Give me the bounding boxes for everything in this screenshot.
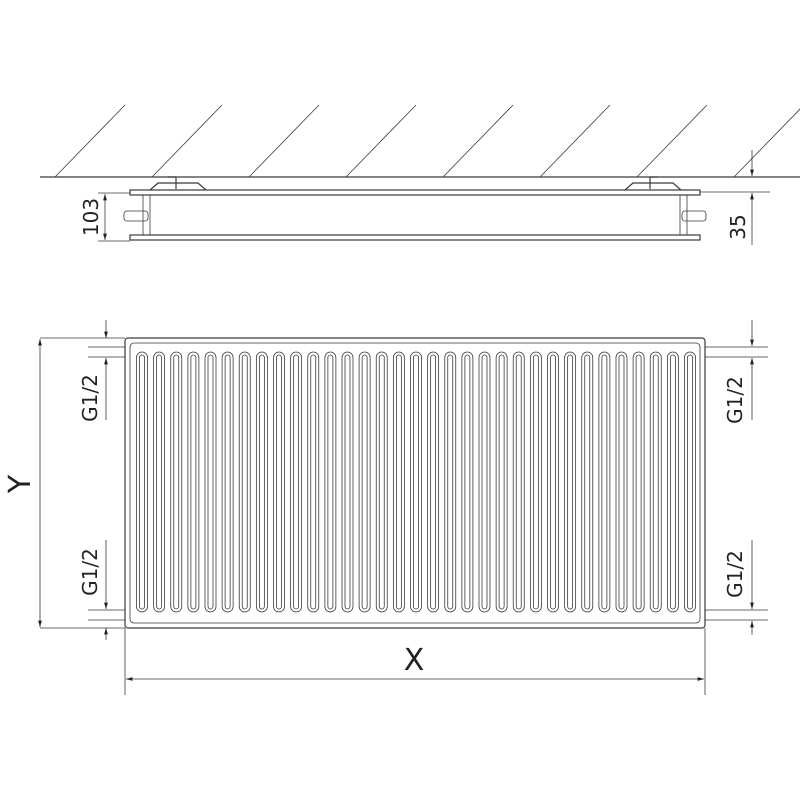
convector-slot bbox=[495, 351, 508, 613]
convector-slot-inner bbox=[156, 354, 163, 610]
convector-slot bbox=[529, 351, 542, 613]
convector-slot bbox=[136, 351, 148, 613]
convector-slot-inner bbox=[241, 354, 248, 610]
convector-slot bbox=[255, 351, 268, 613]
convector-slot-inner bbox=[515, 354, 522, 610]
connection-label-bottom-left: G1/2 bbox=[78, 548, 102, 596]
convector-slot-inner bbox=[395, 354, 402, 610]
convector-slot bbox=[444, 351, 457, 613]
connection-label-bottom-right: G1/2 bbox=[723, 550, 747, 598]
wall-bracket-right bbox=[624, 176, 682, 191]
convector-slot-inner bbox=[584, 354, 591, 610]
convector-slot bbox=[564, 351, 577, 613]
convector-slot bbox=[324, 351, 337, 613]
convector-slot-inner bbox=[635, 354, 642, 610]
height-label: Y bbox=[3, 474, 38, 494]
convector-slot-inner bbox=[413, 354, 419, 610]
convector-slot bbox=[290, 351, 303, 613]
side-view: 103 35 bbox=[79, 150, 770, 245]
width-label: X bbox=[404, 643, 425, 678]
convector-slot bbox=[358, 351, 371, 613]
convector-slot bbox=[684, 351, 696, 613]
convector-slot bbox=[170, 351, 183, 613]
wall-gap-label: 35 bbox=[726, 214, 750, 239]
convector-slot bbox=[187, 351, 200, 613]
hatch-line bbox=[539, 104, 611, 178]
convector-slot bbox=[598, 351, 611, 613]
convector-slot-inner bbox=[327, 354, 334, 610]
convector-slots bbox=[136, 351, 696, 613]
convector-slot-inner bbox=[669, 354, 676, 610]
convector-slot bbox=[392, 351, 405, 613]
convector-slot-inner bbox=[464, 354, 471, 610]
convector-slot-inner bbox=[207, 354, 214, 610]
convector-slot bbox=[615, 351, 628, 613]
convector-slot-inner bbox=[601, 354, 608, 610]
convector-slot bbox=[410, 351, 422, 613]
hatch-line bbox=[733, 108, 800, 178]
convector-slot bbox=[307, 351, 320, 613]
convector-slot bbox=[632, 351, 645, 613]
convector-slot bbox=[581, 351, 594, 613]
convector-slot-inner bbox=[447, 354, 454, 610]
convector-slot bbox=[273, 351, 285, 613]
connection-label-top-right: G1/2 bbox=[723, 376, 747, 424]
convector-slot bbox=[461, 351, 474, 613]
convector-slot bbox=[238, 351, 251, 613]
convector-slot-inner bbox=[276, 354, 282, 610]
convector-slot-inner bbox=[618, 354, 625, 610]
depth-label: 103 bbox=[79, 198, 103, 236]
convector-slot-inner bbox=[173, 354, 180, 610]
convector-slot bbox=[427, 351, 440, 613]
hatch-line bbox=[345, 104, 417, 178]
convector-slot-inner bbox=[430, 354, 437, 610]
convector-slot bbox=[153, 351, 166, 613]
wall bbox=[40, 104, 800, 178]
hatch-line bbox=[54, 104, 126, 178]
convector-slot-inner bbox=[139, 354, 145, 610]
hatch-line bbox=[248, 104, 320, 178]
convector-slot bbox=[649, 351, 662, 613]
convector-slot bbox=[375, 351, 388, 613]
convector-slot bbox=[221, 351, 234, 613]
convector-slot bbox=[666, 351, 679, 613]
convector-slot-inner bbox=[481, 354, 488, 610]
convector-slot-inner bbox=[224, 354, 231, 610]
hatch-line bbox=[442, 104, 514, 178]
convector-slot bbox=[341, 351, 354, 613]
wall-bracket-left bbox=[149, 176, 207, 191]
convector-slot-inner bbox=[687, 354, 693, 610]
hatch-line bbox=[151, 104, 223, 178]
connection-label-top-left: G1/2 bbox=[78, 374, 102, 422]
convector-slot bbox=[478, 351, 491, 613]
convector-slot-inner bbox=[361, 354, 368, 610]
convector-slot-inner bbox=[310, 354, 317, 610]
convector-slot-inner bbox=[532, 354, 539, 610]
hatch-line bbox=[636, 104, 708, 178]
convector-slot-inner bbox=[550, 354, 556, 610]
convector-slot bbox=[204, 351, 217, 613]
convector-slot-inner bbox=[258, 354, 265, 610]
convector-slot-inner bbox=[652, 354, 659, 610]
convector-slot-inner bbox=[378, 354, 385, 610]
convector-slot-inner bbox=[498, 354, 505, 610]
convector-slot bbox=[547, 351, 559, 613]
front-view: G1/2 G1/2 G1/2 G1/2 Y X bbox=[3, 320, 768, 695]
convector-slot-inner bbox=[190, 354, 197, 610]
convector-slot-inner bbox=[344, 354, 351, 610]
convector-slot bbox=[512, 351, 525, 613]
convector-slot-inner bbox=[567, 354, 574, 610]
convector-slot-inner bbox=[293, 354, 300, 610]
